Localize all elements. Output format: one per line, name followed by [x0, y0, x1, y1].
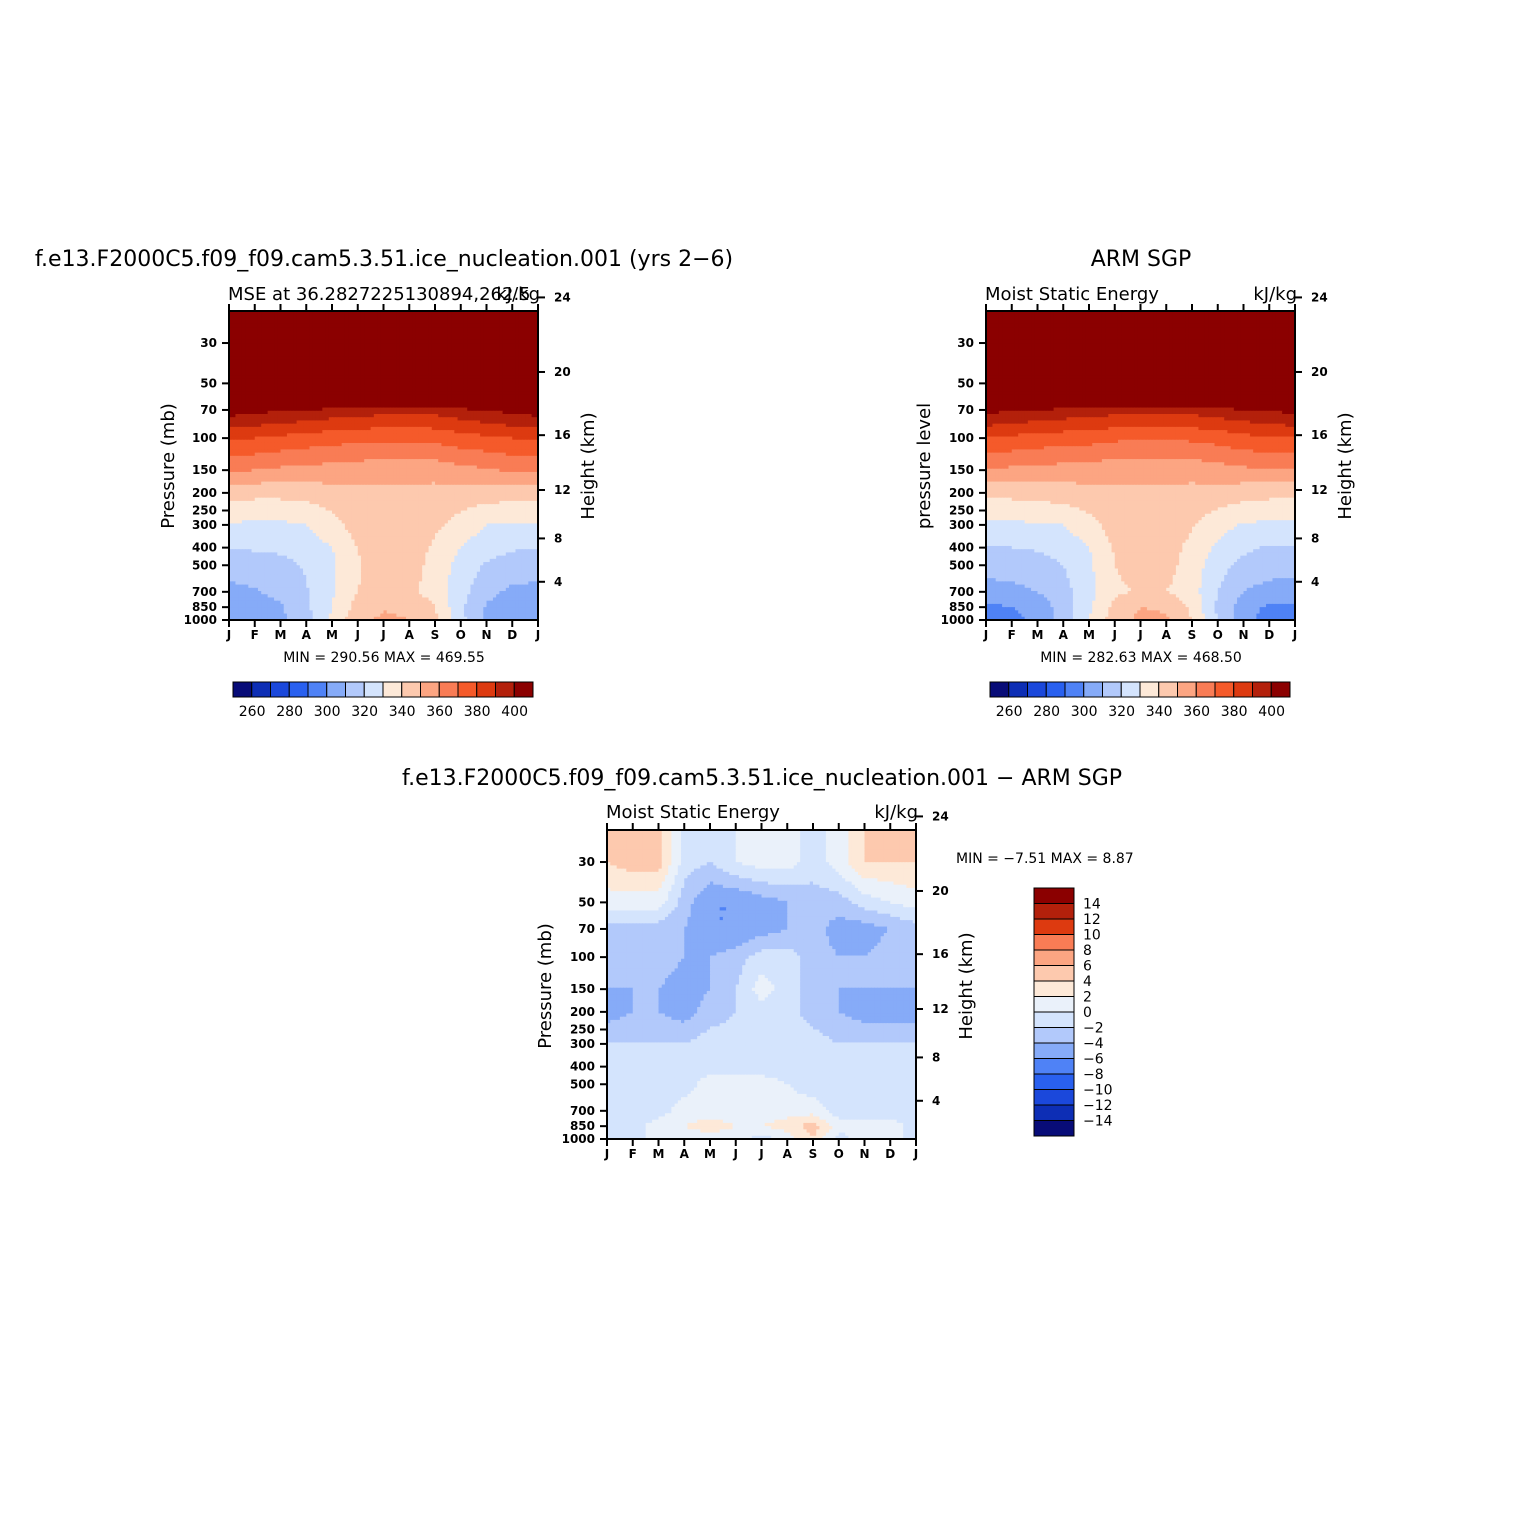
model-panel-title: f.e13.F2000C5.f09_f09.cam5.3.51.ice_nucl… [35, 247, 733, 272]
model-plot-area: J F M A M J J A S O N D J305070100150200250300400500… [184, 290, 571, 642]
model-right-label: kJ/kg [496, 284, 540, 305]
model-left-label: MSE at 36.2827225130894,262.5 [228, 284, 531, 305]
model-panel: f.e13.F2000C5.f09_f09.cam5.3.51.ice_nucl… [35, 247, 733, 720]
